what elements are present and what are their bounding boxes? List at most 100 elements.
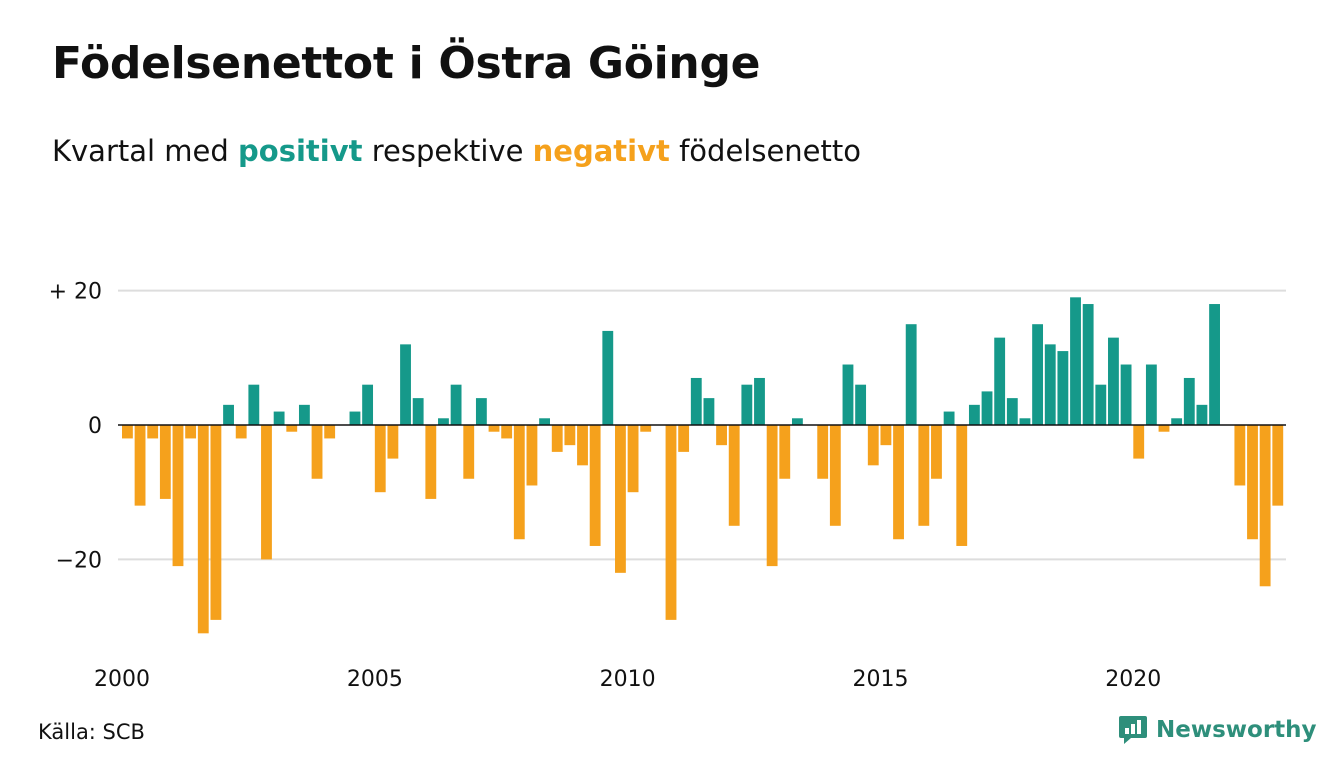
bar	[943, 411, 955, 425]
bar	[728, 425, 740, 526]
bar	[210, 425, 222, 620]
bar	[223, 404, 234, 425]
bar	[501, 425, 513, 439]
bar	[122, 425, 133, 439]
bar	[640, 425, 652, 432]
bar	[994, 337, 1006, 425]
chart-title: Födelsenettot i Östra Göinge	[52, 38, 761, 89]
bar	[690, 377, 702, 425]
bar	[273, 411, 285, 425]
bar	[412, 398, 424, 425]
bar	[867, 425, 879, 466]
bar	[791, 418, 803, 425]
bar	[463, 425, 475, 479]
bar	[513, 425, 525, 540]
bar	[261, 425, 272, 560]
bar	[387, 425, 399, 459]
bar	[488, 425, 500, 432]
bar	[147, 425, 159, 439]
bar	[349, 411, 361, 425]
bar	[1019, 418, 1031, 425]
bar	[438, 418, 449, 425]
bar	[1145, 364, 1157, 425]
bar	[185, 425, 197, 439]
bar	[1196, 404, 1208, 425]
subtitle-positive-word: positivt	[238, 134, 363, 168]
bar	[551, 425, 563, 452]
bar	[905, 324, 917, 425]
subtitle-text-middle: respektive	[362, 134, 533, 168]
bar	[1133, 425, 1145, 459]
bar	[855, 384, 867, 425]
subtitle-text-before: Kvartal med	[52, 134, 239, 168]
bar	[197, 425, 209, 634]
bar	[665, 425, 677, 620]
x-tick-label: 2010	[600, 667, 656, 692]
bar	[577, 425, 588, 466]
bar	[1095, 384, 1107, 425]
bar	[842, 364, 854, 425]
bar	[981, 391, 993, 425]
source-credit: Källa: SCB	[38, 720, 145, 744]
bar	[1259, 425, 1271, 587]
bar	[248, 384, 260, 425]
bar	[893, 425, 904, 540]
bar	[286, 425, 298, 432]
x-tick-label: 2005	[347, 667, 403, 692]
bar	[159, 425, 171, 499]
bar	[526, 425, 538, 486]
bar	[754, 377, 765, 425]
bar	[298, 404, 310, 425]
bar	[931, 425, 942, 479]
bar	[362, 384, 374, 425]
bar	[918, 425, 930, 526]
bar	[703, 398, 715, 425]
bar	[1070, 297, 1081, 425]
bar	[1006, 398, 1018, 425]
x-tick-label: 2015	[852, 667, 908, 692]
bar	[1057, 351, 1069, 425]
bar	[880, 425, 892, 446]
y-tick-label: −20	[56, 548, 102, 573]
bar	[1183, 377, 1195, 425]
bar	[589, 425, 601, 546]
bar	[779, 425, 791, 479]
bar	[678, 425, 690, 452]
brand-logo: Newsworthy	[1118, 714, 1317, 746]
bar	[1158, 425, 1170, 432]
bar	[766, 425, 778, 567]
bar	[374, 425, 386, 493]
subtitle-negative-word: negativt	[532, 134, 670, 168]
bar	[1272, 425, 1284, 506]
bar	[324, 425, 336, 439]
bar	[602, 330, 614, 425]
bar	[235, 425, 247, 439]
bar	[450, 384, 462, 425]
bar	[172, 425, 184, 567]
bar	[1209, 304, 1220, 425]
bar	[425, 425, 437, 499]
bar	[741, 384, 753, 425]
bar	[829, 425, 841, 526]
bar	[1171, 418, 1183, 425]
bar	[1044, 344, 1056, 425]
bar	[400, 344, 411, 425]
bar	[627, 425, 639, 493]
newsworthy-logo-icon	[1119, 716, 1147, 744]
bar	[1247, 425, 1258, 540]
bar	[817, 425, 829, 479]
subtitle-text-after: födelsenetto	[669, 134, 861, 168]
bar	[956, 425, 968, 546]
chart-subtitle: Kvartal med positivt respektive negativt…	[52, 134, 861, 168]
y-tick-label: 0	[88, 414, 102, 439]
bar	[311, 425, 323, 479]
bar	[475, 398, 487, 425]
bar	[1108, 337, 1119, 425]
bar	[564, 425, 576, 446]
bar	[1234, 425, 1246, 486]
brand-name: Newsworthy	[1156, 717, 1317, 743]
bar	[1032, 324, 1044, 425]
bar	[968, 404, 980, 425]
bar	[716, 425, 727, 446]
